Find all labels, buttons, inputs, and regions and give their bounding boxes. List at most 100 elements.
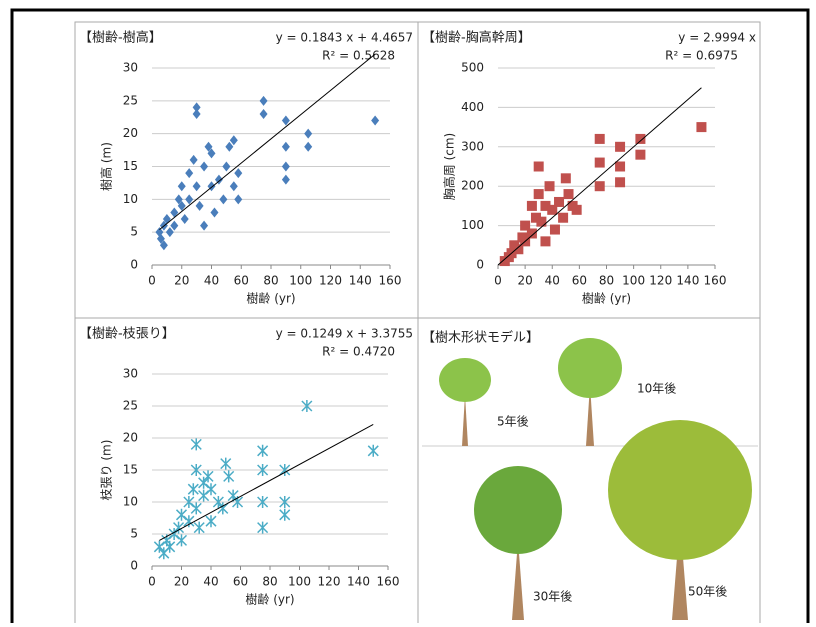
x-tick-label: 160 [704, 274, 727, 288]
point [230, 135, 238, 145]
point [190, 155, 198, 165]
x-tick-label: 0 [494, 274, 502, 288]
x-axis-label: 樹齢 (yr) [246, 291, 295, 306]
point [165, 541, 175, 553]
x-tick-label: 20 [174, 274, 189, 288]
point [304, 142, 312, 152]
y-tick-label: 0 [476, 258, 484, 272]
point [234, 194, 242, 204]
y-tick-label: 400 [461, 100, 484, 114]
y-tick-label: 200 [461, 179, 484, 193]
point [615, 142, 625, 152]
point [561, 173, 571, 183]
trendline [498, 88, 701, 265]
trendline-equation: y = 0.1249 x + 3.3755 [276, 327, 413, 341]
point [280, 509, 290, 521]
x-axis-label: 樹齢 (yr) [582, 291, 631, 306]
point [224, 470, 234, 482]
y-axis-label: 樹高 (m) [99, 142, 114, 191]
point [191, 438, 201, 450]
point [184, 515, 194, 527]
point [260, 109, 268, 119]
point [185, 168, 193, 178]
x-tick-label: 40 [203, 575, 218, 589]
point [564, 189, 574, 199]
point [595, 134, 605, 144]
tree-label: 50年後 [688, 585, 727, 599]
point [527, 201, 537, 211]
point [282, 175, 290, 185]
point [595, 181, 605, 191]
x-tick-label: 120 [318, 575, 341, 589]
y-tick-label: 0 [130, 258, 138, 272]
x-tick-label: 100 [289, 274, 312, 288]
point [304, 129, 312, 139]
point [527, 228, 537, 238]
point [200, 162, 208, 172]
y-tick-label: 20 [123, 126, 138, 140]
tree-label: 10年後 [637, 382, 676, 396]
point [219, 194, 227, 204]
point [260, 96, 268, 106]
x-tick-label: 60 [234, 274, 249, 288]
point [206, 515, 216, 527]
point [230, 181, 238, 191]
y-tick-label: 10 [123, 495, 138, 509]
y-tick-label: 300 [461, 139, 484, 153]
point [540, 236, 550, 246]
point [181, 214, 189, 224]
point [193, 109, 201, 119]
crown [558, 338, 622, 398]
point [554, 197, 564, 207]
point [536, 217, 546, 227]
trendline-equation: y = 2.9994 x [678, 31, 756, 45]
tree-label: 30年後 [533, 590, 572, 604]
x-tick-label: 0 [148, 274, 156, 288]
x-tick-label: 40 [545, 274, 560, 288]
point [210, 207, 218, 217]
point [170, 207, 178, 217]
point [200, 221, 208, 231]
crown [439, 358, 491, 402]
point [177, 534, 187, 546]
x-tick-label: 20 [174, 575, 189, 589]
y-tick-label: 500 [461, 61, 484, 75]
x-tick-label: 140 [349, 274, 372, 288]
y-tick-label: 15 [123, 159, 138, 173]
point [177, 509, 187, 521]
y-tick-label: 30 [123, 367, 138, 381]
point [258, 445, 268, 457]
x-tick-label: 80 [599, 274, 614, 288]
y-tick-label: 20 [123, 431, 138, 445]
point [191, 502, 201, 514]
point [154, 541, 164, 553]
x-tick-label: 80 [262, 575, 277, 589]
point [178, 181, 186, 191]
y-axis-label: 胸高周 (cm) [442, 133, 457, 200]
crown [474, 466, 562, 554]
point [166, 227, 174, 237]
point [234, 168, 242, 178]
point [222, 162, 230, 172]
point [221, 458, 231, 470]
y-tick-label: 5 [130, 527, 138, 541]
point [371, 116, 379, 126]
x-tick-label: 40 [204, 274, 219, 288]
r-squared: R² = 0.4720 [322, 345, 395, 359]
x-tick-label: 120 [319, 274, 342, 288]
x-axis-label: 樹齢 (yr) [245, 592, 294, 607]
x-tick-label: 160 [379, 274, 402, 288]
x-tick-label: 0 [148, 575, 156, 589]
x-tick-label: 160 [377, 575, 400, 589]
point [635, 150, 645, 160]
point [615, 177, 625, 187]
y-tick-label: 25 [123, 399, 138, 413]
y-axis-label: 枝張り (m) [99, 440, 114, 501]
point [534, 162, 544, 172]
y-tick-label: 15 [123, 463, 138, 477]
panel-title: 【樹齢-枝張り】 [79, 327, 175, 342]
y-tick-label: 100 [461, 218, 484, 232]
panel-title: 【樹木形状モデル】 [422, 330, 539, 346]
point [199, 490, 209, 502]
r-squared: R² = 0.6975 [665, 49, 738, 63]
